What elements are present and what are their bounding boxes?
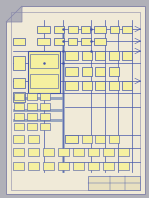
Bar [88,176,140,190]
Bar [58,148,69,156]
Bar [122,26,132,33]
Bar [40,93,50,100]
Polygon shape [6,6,22,22]
Bar [14,93,24,100]
Bar [37,38,50,45]
Bar [13,78,25,88]
Bar [65,67,78,76]
Bar [28,51,60,93]
Bar [27,123,37,130]
Bar [82,51,92,60]
Bar [103,148,114,156]
Bar [28,162,39,170]
Bar [88,148,99,156]
Bar [40,123,50,130]
Bar [95,135,105,143]
Bar [11,12,140,190]
Bar [68,26,78,33]
Bar [82,135,92,143]
Bar [110,26,119,33]
Bar [27,113,37,120]
Bar [94,38,106,45]
Polygon shape [6,6,145,194]
Bar [14,123,24,130]
Bar [65,81,78,90]
Bar [94,26,106,33]
Bar [54,26,64,33]
Bar [82,67,92,76]
Bar [13,148,24,156]
Bar [14,103,24,110]
Bar [58,162,69,170]
Bar [68,38,77,45]
Bar [95,67,105,76]
Bar [73,162,84,170]
Bar [13,56,25,70]
Bar [28,135,39,143]
Bar [109,51,119,60]
Bar [65,51,78,60]
Bar [13,92,25,102]
Bar [14,113,24,120]
Bar [13,162,24,170]
Bar [13,135,24,143]
Bar [118,162,129,170]
Bar [81,38,91,45]
Bar [43,162,54,170]
Bar [40,103,50,110]
Bar [95,81,105,90]
Bar [118,148,129,156]
Bar [122,81,132,90]
Bar [27,103,37,110]
Bar [54,38,64,45]
Bar [122,51,132,60]
Bar [28,148,39,156]
Bar [81,26,90,33]
Bar [65,135,78,143]
Bar [37,26,50,33]
Bar [40,113,50,120]
Bar [88,162,99,170]
Bar [43,148,54,156]
Bar [95,51,105,60]
Bar [103,162,114,170]
Bar [13,38,25,45]
Bar [109,135,119,143]
Bar [109,81,119,90]
Bar [73,148,84,156]
Bar [109,67,119,76]
Bar [30,74,58,88]
Bar [30,54,58,68]
Bar [82,81,92,90]
Bar [27,93,37,100]
